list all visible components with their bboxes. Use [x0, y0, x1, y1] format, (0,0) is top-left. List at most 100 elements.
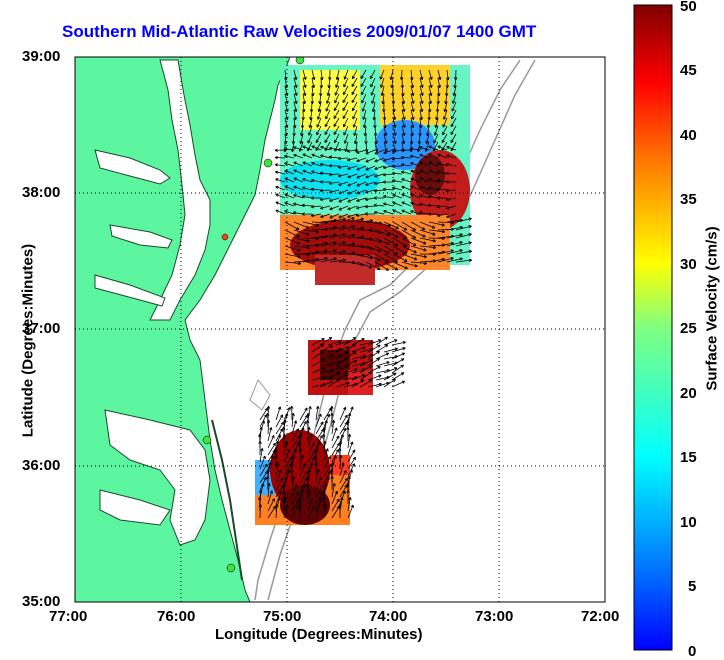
velocity-arrow [359, 359, 373, 367]
velocity-arrow [290, 468, 294, 484]
velocity-arrow [293, 245, 311, 250]
velocity-arrow [319, 380, 334, 388]
velocity-arrow [293, 85, 298, 96]
velocity-arrow [445, 188, 457, 193]
velocity-arrow [446, 154, 457, 159]
velocity-arrow [315, 405, 320, 421]
velocity-arrow [419, 77, 424, 88]
velocity-arrow [391, 347, 406, 353]
velocity-arrow [428, 161, 439, 167]
velocity-arrow [307, 449, 316, 463]
velocity-arrow [298, 447, 303, 463]
velocity-arrow [343, 77, 349, 88]
velocity-arrow [343, 133, 349, 144]
velocity-arrow [293, 69, 298, 81]
velocity-arrow [338, 181, 349, 186]
velocity-arrow [400, 148, 412, 152]
velocity-arrow [356, 189, 367, 195]
velocity-arrow [410, 201, 421, 207]
velocity-arrow [356, 149, 367, 154]
velocity-arrow [360, 85, 367, 96]
velocity-arrow [433, 133, 439, 144]
colorbar-tick-label: 30 [680, 256, 697, 273]
velocity-arrow [419, 194, 430, 199]
velocity-arrow [274, 148, 286, 153]
velocity-arrow [284, 221, 300, 231]
velocity-arrow [369, 69, 376, 80]
velocity-arrow [367, 357, 381, 367]
velocity-arrow [382, 187, 394, 192]
velocity-arrow [410, 185, 421, 191]
velocity-arrow [347, 189, 358, 195]
velocity-arrow [347, 217, 364, 223]
velocity-arrow [374, 229, 391, 237]
velocity-arrow [319, 197, 331, 201]
velocity-arrow [360, 69, 367, 79]
velocity-arrow [293, 153, 304, 159]
colorbar-tick-label: 5 [688, 578, 697, 595]
velocity-arrow [275, 406, 282, 421]
velocity-arrow [401, 125, 406, 136]
velocity-arrow [365, 245, 382, 253]
velocity-arrow [329, 249, 346, 255]
velocity-arrow [356, 205, 367, 210]
velocity-arrow [335, 69, 340, 81]
velocity-arrow [259, 426, 263, 442]
velocity-arrow [409, 147, 421, 151]
velocity-arrow [333, 101, 340, 112]
colorbar-tick-label: 15 [680, 449, 697, 466]
velocity-arrow [383, 149, 394, 155]
velocity-arrow [356, 219, 374, 223]
velocity-arrow [383, 229, 399, 238]
velocity-arrow [329, 233, 346, 239]
velocity-arrow [267, 442, 276, 456]
velocity-arrow [445, 171, 457, 175]
velocity-arrow [374, 149, 385, 155]
velocity-arrow [373, 203, 385, 207]
velocity-arrow [392, 221, 408, 231]
velocity-arrow [410, 154, 421, 159]
velocity-arrow [391, 352, 406, 360]
velocity-arrow [375, 344, 389, 353]
velocity-arrow [374, 133, 378, 145]
velocity-arrow [311, 367, 326, 374]
velocity-arrow [342, 101, 349, 111]
velocity-arrow [400, 163, 412, 167]
velocity-arrow [338, 197, 349, 203]
velocity-arrow [347, 441, 354, 456]
velocity-arrow [258, 440, 262, 456]
velocity-arrow [445, 162, 457, 167]
velocity-arrow [367, 350, 380, 360]
velocity-arrow [315, 413, 322, 428]
velocity-arrow [291, 428, 299, 442]
velocity-arrow [293, 237, 310, 243]
velocity-arrow [299, 462, 307, 477]
velocity-arrow [293, 169, 304, 175]
velocity-arrow [383, 209, 394, 215]
velocity-arrow [410, 169, 421, 175]
velocity-arrow [437, 145, 448, 151]
y-axis-label: Latitude (Degrees:Minutes) [19, 243, 37, 438]
velocity-arrow [365, 157, 376, 163]
velocity-arrow [410, 162, 421, 167]
velocity-arrow [329, 225, 346, 231]
velocity-arrow [441, 133, 448, 144]
velocity-arrow [392, 237, 407, 247]
velocity-arrow [410, 245, 427, 252]
velocity-arrow [428, 186, 439, 191]
velocity-arrow [365, 149, 376, 155]
velocity-arrow [284, 77, 289, 89]
velocity-arrow [383, 133, 388, 144]
velocity-arrow [335, 77, 340, 88]
velocity-arrow [310, 204, 322, 209]
velocity-arrow [327, 366, 341, 374]
velocity-arrow [326, 93, 331, 104]
velocity-arrow [401, 201, 412, 207]
velocity-arrow [323, 456, 331, 470]
velocity-arrow [319, 180, 331, 184]
velocity-arrow [316, 109, 322, 120]
y-tick-label: 39:00 [22, 48, 61, 65]
velocity-arrow [356, 173, 367, 179]
velocity-arrow [392, 201, 403, 207]
plot-frame [74, 56, 606, 603]
